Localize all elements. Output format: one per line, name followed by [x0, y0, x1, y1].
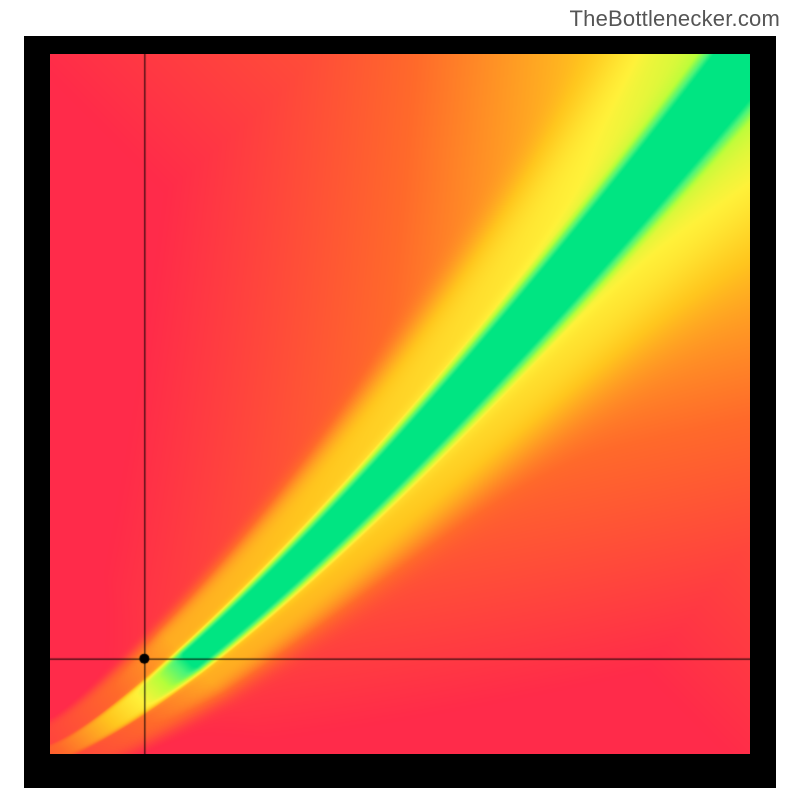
attribution-text: TheBottlenecker.com — [570, 6, 780, 32]
page-container: TheBottlenecker.com — [0, 0, 800, 800]
heatmap-canvas — [50, 54, 750, 754]
plot-frame — [24, 36, 776, 788]
plot-area — [50, 54, 750, 754]
